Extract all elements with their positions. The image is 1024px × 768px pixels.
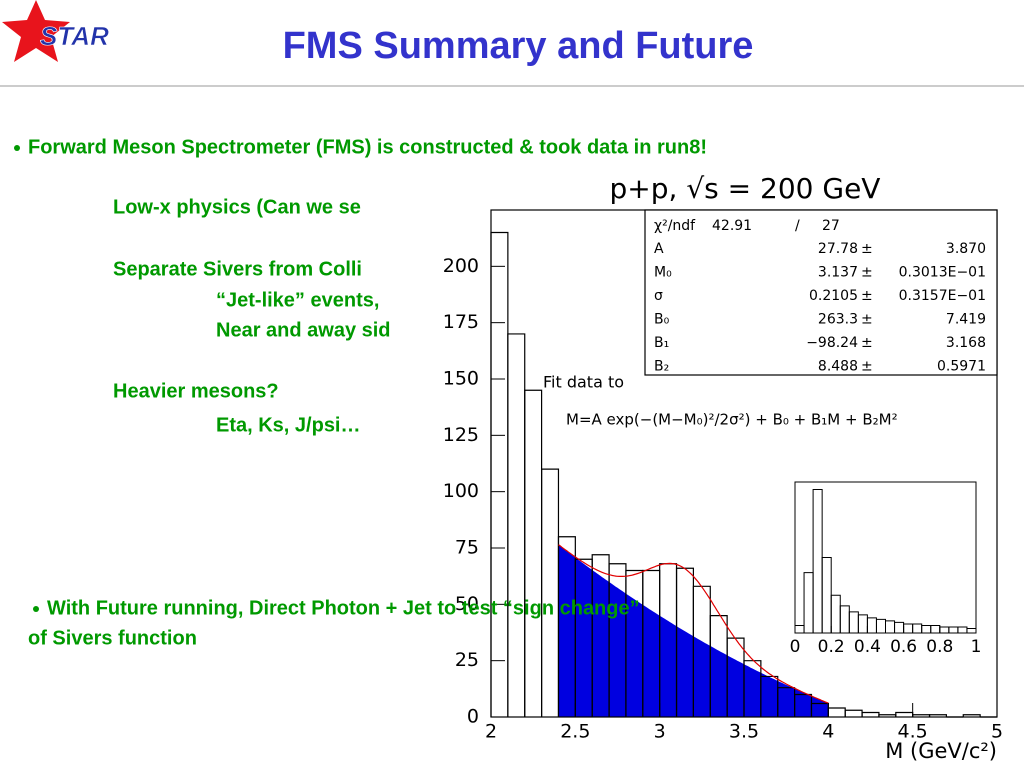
- bullet-text: Forward Meson Spectrometer (FMS) is cons…: [28, 136, 707, 158]
- param-error: 7.419: [946, 312, 986, 328]
- chi2-sep: /: [795, 218, 800, 234]
- param-error: 0.3013E−01: [899, 265, 986, 281]
- param-name: B₂: [654, 359, 669, 375]
- param-name: A: [654, 241, 664, 257]
- inset-x-tick-label: 0.8: [926, 637, 953, 657]
- param-pm: ±: [861, 241, 873, 257]
- param-name: M₀: [654, 265, 672, 281]
- param-name: B₀: [654, 312, 670, 328]
- param-value: 3.137: [818, 265, 858, 281]
- x-tick-label: 4: [822, 721, 834, 743]
- param-name: σ: [654, 288, 663, 304]
- y-tick-label: 0: [467, 706, 479, 728]
- slide-title: FMS Summary and Future: [283, 25, 754, 67]
- x-tick-label: 5: [991, 721, 1003, 743]
- item-text: Eta, Ks, J/psi…: [216, 414, 361, 436]
- fit-formula: M=A exp(−(M−M₀)²/2σ²) + B₀ + B₁M + B₂M²: [566, 411, 898, 429]
- param-value: 27.78: [818, 241, 858, 257]
- fit-curve: [558, 544, 829, 704]
- param-error: 3.870: [946, 241, 986, 257]
- bullet-text: of Sivers function: [28, 627, 197, 649]
- logo-text: STAR: [40, 21, 109, 51]
- fit-table: [644, 209, 998, 376]
- chi2-label: χ²/ndf: [654, 218, 696, 234]
- item-text: Low-x physics (Can we se: [113, 196, 361, 218]
- item-text: Separate Sivers from Colli: [113, 258, 362, 280]
- inset-x-tick-label: 1: [971, 637, 982, 657]
- param-pm: ±: [861, 265, 873, 281]
- param-pm: ±: [861, 359, 873, 375]
- star-logo: [2, 0, 70, 62]
- fit-note: Fit data to: [543, 373, 624, 392]
- param-error: 3.168: [946, 335, 986, 351]
- param-value: 8.488: [818, 359, 858, 375]
- param-name: B₁: [654, 335, 669, 351]
- chi2-value: 42.91: [712, 218, 752, 234]
- inset-x-tick-label: 0: [790, 637, 801, 657]
- plot-title: p+p, √s = 200 GeV: [610, 172, 881, 205]
- chi2-ndf: 27: [822, 218, 840, 234]
- inset-x-tick-label: 0.6: [890, 637, 917, 657]
- sub-items: Low-x physics (Can we se Separate Sivers …: [113, 196, 391, 436]
- item-text: “Jet-like” events,: [216, 289, 379, 311]
- y-tick-label: 175: [443, 311, 479, 333]
- histogram-bin: [928, 714, 947, 717]
- y-tick-label: 150: [443, 368, 479, 390]
- param-value: −98.24: [806, 335, 858, 351]
- param-pm: ±: [861, 335, 873, 351]
- plot: p+p, √s = 200 GeV02550751001251501752002…: [432, 172, 1024, 768]
- bullet-dot: [14, 145, 20, 151]
- y-tick-label: 75: [455, 537, 479, 559]
- param-value: 263.3: [818, 312, 858, 328]
- x-tick-label: 3: [654, 721, 666, 743]
- item-text: Heavier mesons?: [113, 380, 279, 402]
- item-text: Near and away sid: [216, 319, 391, 341]
- param-pm: ±: [861, 288, 873, 304]
- x-axis-label: M (GeV/c²): [885, 739, 997, 763]
- param-error: 0.5971: [937, 359, 986, 375]
- y-tick-label: 100: [443, 480, 479, 502]
- param-error: 0.3157E−01: [899, 288, 986, 304]
- y-tick-label: 200: [443, 255, 479, 277]
- bullet-text: With Future running, Direct Photon + Jet…: [47, 597, 640, 619]
- x-tick-label: 4.5: [898, 721, 928, 743]
- x-tick-label: 2.5: [560, 721, 590, 743]
- param-pm: ±: [861, 312, 873, 328]
- param-value: 0.2105: [809, 288, 858, 304]
- histogram-bin: [962, 714, 981, 717]
- x-tick-label: 3.5: [729, 721, 759, 743]
- y-tick-label: 125: [443, 424, 479, 446]
- inset-x-tick-label: 0.2: [818, 637, 845, 657]
- y-tick-label: 25: [455, 649, 479, 671]
- inset-x-tick-label: 0.4: [854, 637, 881, 657]
- x-tick-label: 2: [485, 721, 497, 743]
- bullet-dot: [33, 606, 39, 612]
- y-tick-label: 50: [455, 593, 479, 615]
